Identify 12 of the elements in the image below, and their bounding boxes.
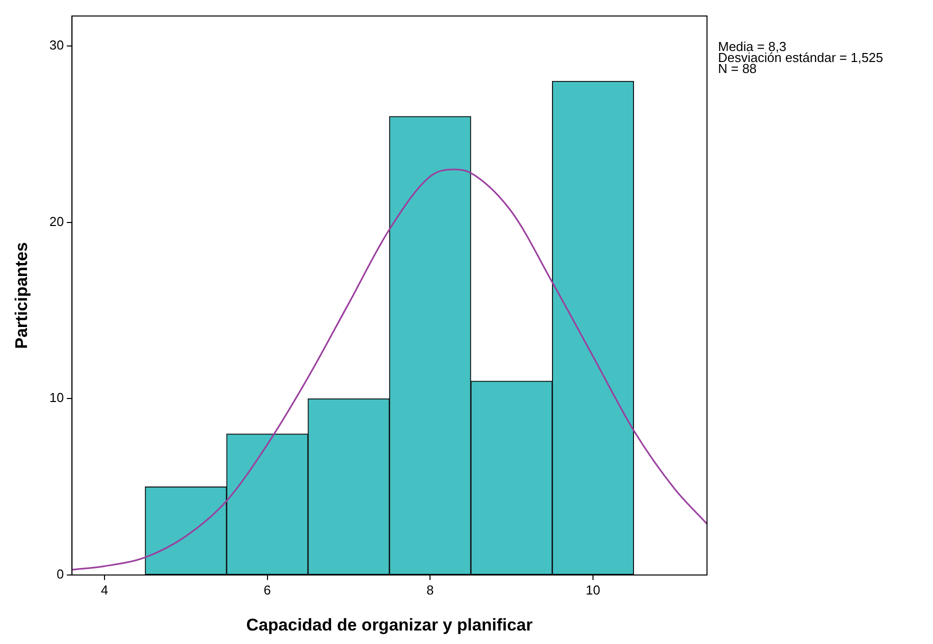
y-axis-title: Participantes [12, 242, 31, 349]
y-tick-label: 30 [49, 38, 64, 53]
x-tick-label: 10 [586, 582, 600, 598]
text: N = 88 [718, 61, 757, 76]
y-tick-label: 0 [56, 566, 64, 582]
y-tick-label: 10 [49, 390, 64, 406]
x-tick-label: 6 [264, 582, 271, 598]
x-tick-label: 8 [426, 582, 434, 598]
line-series [72, 168, 707, 571]
x-axis-title: Capacidad de organizar y planificar [246, 615, 533, 634]
x-tick-label: 4 [100, 582, 108, 598]
y-tick-label: 20 [49, 214, 64, 229]
